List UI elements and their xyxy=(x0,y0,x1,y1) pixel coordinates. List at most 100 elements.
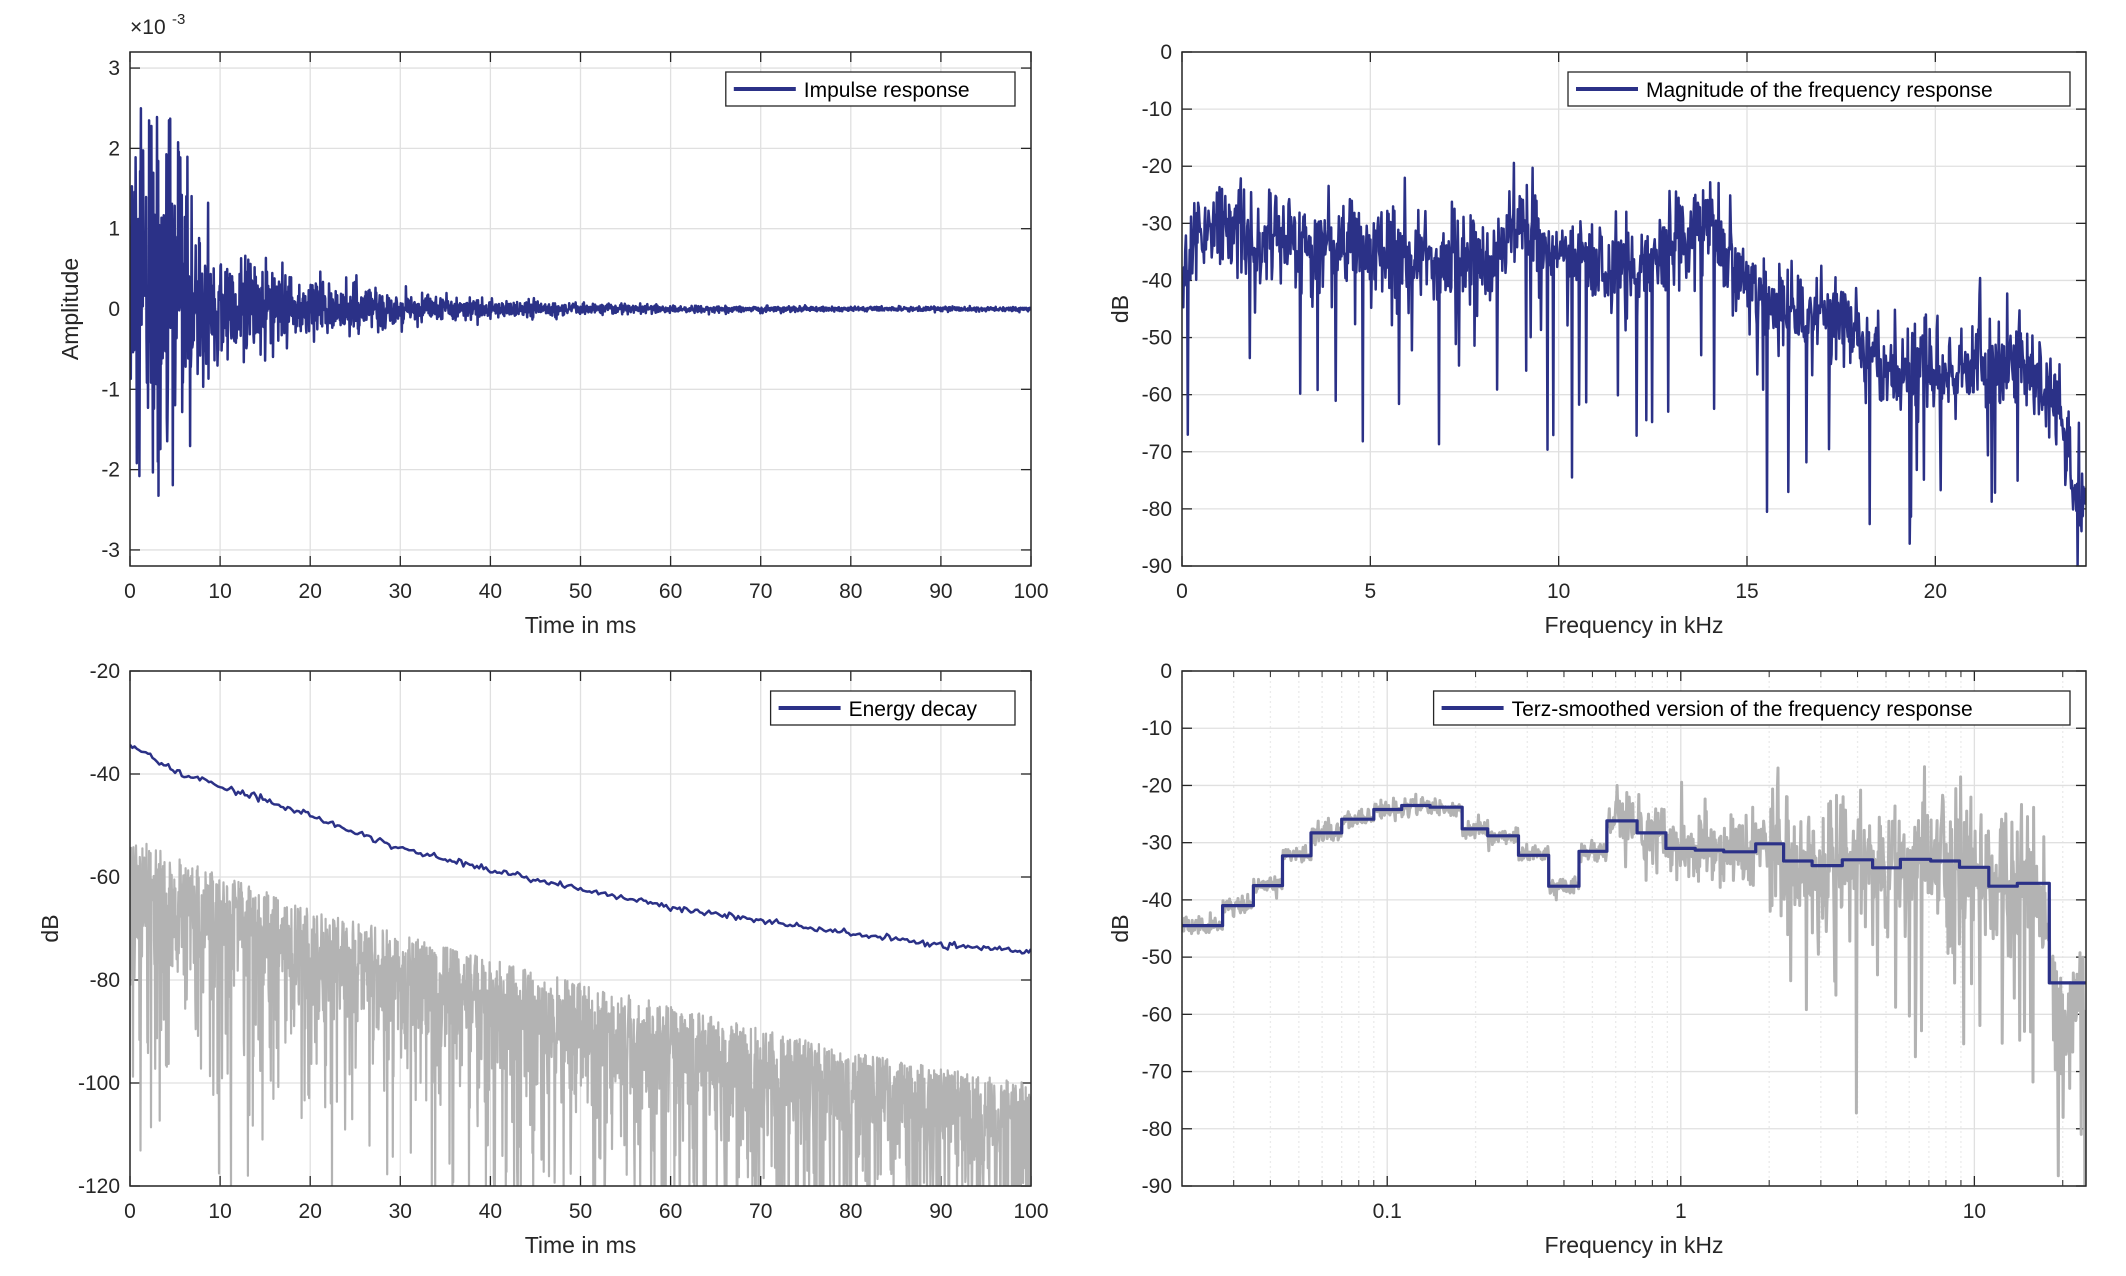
legend: Energy decay xyxy=(769,690,1016,726)
chart-1: 0 10 20 30 40 50 60 70 80 90 100 -3 -2 -1 0 1 2 3 Time in … xyxy=(57,11,1049,638)
plot-area xyxy=(130,743,1031,1186)
y-tick-label: -50 xyxy=(1142,946,1172,969)
x-tick-label: 90 xyxy=(929,1200,952,1223)
y-tick-label: -80 xyxy=(1142,1118,1172,1141)
impulse-response-line xyxy=(130,107,1031,497)
y-tick-label: -60 xyxy=(1142,1003,1172,1026)
x-axis-label: Frequency in kHz xyxy=(1545,612,1724,638)
x-tick-label: 70 xyxy=(749,1200,772,1223)
legend: Terz-smoothed version of the frequency r… xyxy=(1432,690,2071,726)
plot-area xyxy=(130,107,1031,497)
x-tick-label: 1 xyxy=(1675,1200,1687,1223)
unsmoothed-response-line xyxy=(1182,765,2086,1186)
y-tick-label: -40 xyxy=(1142,889,1172,912)
y-tick-label: -10 xyxy=(1142,717,1172,740)
x-tick-label: 50 xyxy=(569,1200,592,1223)
y-axis-label: dB xyxy=(1107,914,1133,942)
energy-decay-line xyxy=(130,743,1031,955)
y-tick-label: 0 xyxy=(108,298,120,321)
y-tick-label: -80 xyxy=(90,969,120,992)
x-tick-label: 0 xyxy=(124,580,136,603)
y-tick-label: -20 xyxy=(1142,774,1172,797)
exponent-power: -3 xyxy=(172,11,185,28)
y-tick-label: -2 xyxy=(101,459,120,482)
y-tick-label: -60 xyxy=(1142,384,1172,407)
y-tick-label: 0 xyxy=(1160,660,1172,683)
y-tick-label: -20 xyxy=(90,660,120,683)
legend-label: Magnitude of the frequency response xyxy=(1646,79,1993,102)
x-tick-label: 5 xyxy=(1364,580,1376,603)
y-tick-label: 3 xyxy=(108,57,120,80)
x-axis-label: Time in ms xyxy=(525,1232,637,1258)
y-tick-label: -3 xyxy=(101,539,120,562)
y-tick-label: -10 xyxy=(1142,98,1172,121)
x-tick-label: 100 xyxy=(1013,1200,1048,1223)
y-tick-label: -40 xyxy=(90,763,120,786)
axes-box xyxy=(129,51,1032,567)
x-tick-label: 80 xyxy=(839,1200,862,1223)
x-tick-label: 80 xyxy=(839,580,862,603)
exponent-label: ×10 xyxy=(130,16,166,39)
magnitude-line xyxy=(1182,161,2086,566)
x-tick-label: 20 xyxy=(1924,580,1947,603)
x-tick-label: 30 xyxy=(389,580,412,603)
x-tick-label: 20 xyxy=(299,1200,322,1223)
chart-2: 0 5 10 15 20 -90 -80 -70 -60 -50 -40 -30 -20 -10 0 Freq… xyxy=(1107,41,2087,638)
y-tick-label: -60 xyxy=(90,866,120,889)
x-tick-label: 90 xyxy=(929,580,952,603)
y-tick-label: -80 xyxy=(1142,498,1172,521)
y-tick-label: -70 xyxy=(1142,441,1172,464)
y-tick-label: -100 xyxy=(78,1072,120,1095)
legend-label: Energy decay xyxy=(849,698,978,721)
legend: Magnitude of the frequency response xyxy=(1567,71,2071,107)
axes-box xyxy=(129,670,1032,1187)
y-axis-label: dB xyxy=(37,914,63,942)
plot-area xyxy=(1182,161,2086,566)
y-tick-label: -20 xyxy=(1142,155,1172,178)
legend-label: Impulse response xyxy=(804,79,970,102)
x-tick-label: 30 xyxy=(389,1200,412,1223)
y-tick-label: -1 xyxy=(101,378,120,401)
y-tick-label: 0 xyxy=(1160,41,1172,64)
legend: Impulse response xyxy=(725,71,1016,107)
x-tick-label: 10 xyxy=(208,580,231,603)
legend-label: Terz-smoothed version of the frequency r… xyxy=(1512,698,1973,721)
y-tick-label: -30 xyxy=(1142,832,1172,855)
x-tick-label: 0 xyxy=(1176,580,1188,603)
axes-box xyxy=(1181,670,2087,1187)
squared-impulse-line xyxy=(130,842,1031,1186)
x-tick-label: 20 xyxy=(299,580,322,603)
x-tick-label: 70 xyxy=(749,580,772,603)
x-tick-label: 10 xyxy=(1963,1200,1986,1223)
x-tick-label: 15 xyxy=(1735,580,1758,603)
x-tick-label: 40 xyxy=(479,580,502,603)
y-tick-label: -50 xyxy=(1142,327,1172,350)
x-tick-label: 100 xyxy=(1013,580,1048,603)
x-tick-label: 10 xyxy=(208,1200,231,1223)
x-tick-label: 60 xyxy=(659,1200,682,1223)
x-tick-label: 0.1 xyxy=(1373,1200,1402,1223)
axes-box xyxy=(1181,51,2087,567)
x-tick-label: 0 xyxy=(124,1200,136,1223)
legend-box xyxy=(1567,71,2071,107)
y-tick-label: -90 xyxy=(1142,1175,1172,1198)
plot-area xyxy=(1182,765,2086,1186)
y-tick-label: 2 xyxy=(108,137,120,160)
y-tick-label: -30 xyxy=(1142,212,1172,235)
chart-3: 0 10 20 30 40 50 60 70 80 90 100 -120 -100 -80 -60 -40 -… xyxy=(37,660,1049,1258)
x-tick-label: 10 xyxy=(1547,580,1570,603)
y-axis-label: Amplitude xyxy=(57,258,83,360)
chart-4: 0.1 1 10 -90 -80 -70 -60 -50 -40 -30 -20 -10 0 Freque… xyxy=(1107,660,2087,1258)
y-tick-label: -120 xyxy=(78,1175,120,1198)
y-tick-label: -70 xyxy=(1142,1061,1172,1084)
legend-box xyxy=(1432,690,2071,726)
y-tick-label: 1 xyxy=(108,218,120,241)
y-tick-label: -40 xyxy=(1142,269,1172,292)
x-tick-label: 50 xyxy=(569,580,592,603)
terz-smoothed-line xyxy=(1182,803,2086,985)
x-tick-label: 60 xyxy=(659,580,682,603)
y-axis-label: dB xyxy=(1107,295,1133,323)
x-axis-label: Frequency in kHz xyxy=(1545,1232,1724,1258)
y-tick-label: -90 xyxy=(1142,555,1172,578)
